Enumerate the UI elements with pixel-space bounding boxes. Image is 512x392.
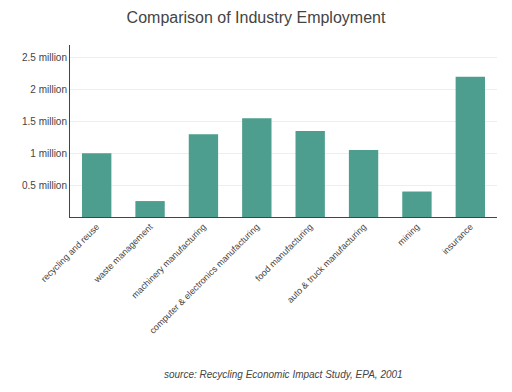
svg-text:machinery manufacturing: machinery manufacturing xyxy=(130,222,209,301)
svg-text:waste management: waste management xyxy=(91,221,155,285)
svg-text:Comparison of Industry Employm: Comparison of Industry Employment xyxy=(127,9,386,26)
svg-text:mining: mining xyxy=(396,222,422,248)
svg-text:auto & truck manufacturing: auto & truck manufacturing xyxy=(285,222,368,305)
svg-text:recycling and reuse: recycling and reuse xyxy=(39,222,101,284)
svg-text:computer & electronics manufac: computer & electronics manufacturing xyxy=(148,222,262,336)
svg-text:2 million: 2 million xyxy=(30,84,67,95)
svg-text:0.5 million: 0.5 million xyxy=(22,180,67,191)
svg-text:insurance: insurance xyxy=(440,222,475,257)
svg-text:2.5 million: 2.5 million xyxy=(22,52,67,63)
svg-text:1 million: 1 million xyxy=(30,148,67,159)
svg-text:1.5 million: 1.5 million xyxy=(22,116,67,127)
svg-text:source: Recycling Economic Imp: source: Recycling Economic Impact Study,… xyxy=(164,369,403,380)
svg-text:food manufacturing: food manufacturing xyxy=(253,222,315,284)
